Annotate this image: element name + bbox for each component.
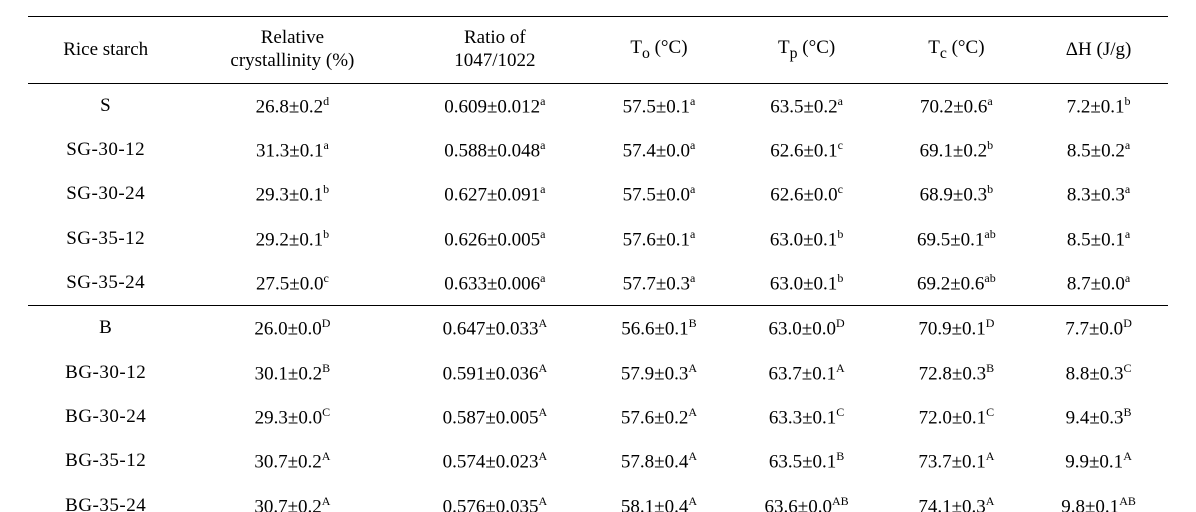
cell-to: 58.1±0.4A [588,484,729,512]
cell-tc: 73.7±0.1A [884,439,1030,483]
cell-dh: 8.8±0.3C [1029,351,1168,395]
table-row: BG-35-2430.7±0.2A0.576±0.035A58.1±0.4A63… [28,484,1168,512]
cell-tp: 63.0±0.1b [730,261,884,306]
cell-tp: 62.6±0.1c [730,128,884,172]
cell-tc: 70.9±0.1D [884,306,1030,351]
cell-tp: 63.5±0.2a [730,83,884,128]
cell-rel-cryst: 29.3±0.1b [183,172,401,216]
table-row: S26.8±0.2d0.609±0.012a57.5±0.1a63.5±0.2a… [28,83,1168,128]
col-rice-starch: Rice starch [28,17,183,84]
col-tc: Tc (°C) [884,17,1030,84]
cell-name: SG-35-12 [28,217,183,261]
cell-tc: 68.9±0.3b [884,172,1030,216]
table-row: SG-30-2429.3±0.1b0.627±0.091a57.5±0.0a62… [28,172,1168,216]
cell-tc: 69.1±0.2b [884,128,1030,172]
cell-dh: 8.3±0.3a [1029,172,1168,216]
table-row: BG-30-1230.1±0.2B0.591±0.036A57.9±0.3A63… [28,351,1168,395]
cell-dh: 8.5±0.2a [1029,128,1168,172]
cell-name: SG-30-24 [28,172,183,216]
cell-tp: 63.5±0.1B [730,439,884,483]
cell-tc: 74.1±0.3A [884,484,1030,512]
cell-dh: 8.5±0.1a [1029,217,1168,261]
col-ratio: Ratio of 1047/1022 [401,17,588,84]
cell-name: SG-30-12 [28,128,183,172]
cell-tp: 63.0±0.0D [730,306,884,351]
cell-dh: 9.4±0.3B [1029,395,1168,439]
cell-dh: 8.7±0.0a [1029,261,1168,306]
cell-tp: 63.6±0.0AB [730,484,884,512]
cell-tc: 69.5±0.1ab [884,217,1030,261]
table-body: S26.8±0.2d0.609±0.012a57.5±0.1a63.5±0.2a… [28,83,1168,512]
col-tp: Tp (°C) [730,17,884,84]
col-to: To (°C) [588,17,729,84]
cell-tp: 63.0±0.1b [730,217,884,261]
cell-rel-cryst: 30.7±0.2A [183,484,401,512]
cell-to: 57.9±0.3A [588,351,729,395]
data-table: Rice starch Relative crystallinity (%) R… [28,16,1168,512]
cell-to: 57.7±0.3a [588,261,729,306]
table-container: Rice starch Relative crystallinity (%) R… [0,0,1196,512]
cell-ratio: 0.576±0.035A [401,484,588,512]
table-row: BG-30-2429.3±0.0C0.587±0.005A57.6±0.2A63… [28,395,1168,439]
cell-rel-cryst: 29.2±0.1b [183,217,401,261]
cell-rel-cryst: 29.3±0.0C [183,395,401,439]
cell-to: 57.4±0.0a [588,128,729,172]
cell-to: 56.6±0.1B [588,306,729,351]
cell-tp: 62.6±0.0c [730,172,884,216]
cell-ratio: 0.587±0.005A [401,395,588,439]
cell-tc: 70.2±0.6a [884,83,1030,128]
cell-tc: 69.2±0.6ab [884,261,1030,306]
cell-to: 57.6±0.1a [588,217,729,261]
cell-dh: 9.8±0.1AB [1029,484,1168,512]
cell-name: BG-35-24 [28,484,183,512]
header-row: Rice starch Relative crystallinity (%) R… [28,17,1168,84]
cell-name: BG-30-24 [28,395,183,439]
cell-rel-cryst: 31.3±0.1a [183,128,401,172]
table-row: SG-35-2427.5±0.0c0.633±0.006a57.7±0.3a63… [28,261,1168,306]
cell-name: BG-30-12 [28,351,183,395]
cell-ratio: 0.591±0.036A [401,351,588,395]
cell-ratio: 0.574±0.023A [401,439,588,483]
cell-ratio: 0.626±0.005a [401,217,588,261]
cell-rel-cryst: 26.0±0.0D [183,306,401,351]
cell-tc: 72.0±0.1C [884,395,1030,439]
cell-name: B [28,306,183,351]
cell-name: S [28,83,183,128]
cell-ratio: 0.609±0.012a [401,83,588,128]
cell-to: 57.6±0.2A [588,395,729,439]
cell-ratio: 0.588±0.048a [401,128,588,172]
table-row: SG-30-1231.3±0.1a0.588±0.048a57.4±0.0a62… [28,128,1168,172]
cell-rel-cryst: 30.1±0.2B [183,351,401,395]
cell-rel-cryst: 27.5±0.0c [183,261,401,306]
cell-rel-cryst: 30.7±0.2A [183,439,401,483]
cell-name: BG-35-12 [28,439,183,483]
cell-dh: 9.9±0.1A [1029,439,1168,483]
col-rel-cryst: Relative crystallinity (%) [183,17,401,84]
cell-dh: 7.2±0.1b [1029,83,1168,128]
cell-name: SG-35-24 [28,261,183,306]
cell-tp: 63.3±0.1C [730,395,884,439]
cell-to: 57.5±0.1a [588,83,729,128]
cell-tc: 72.8±0.3B [884,351,1030,395]
cell-to: 57.8±0.4A [588,439,729,483]
cell-rel-cryst: 26.8±0.2d [183,83,401,128]
cell-ratio: 0.647±0.033A [401,306,588,351]
cell-ratio: 0.633±0.006a [401,261,588,306]
cell-ratio: 0.627±0.091a [401,172,588,216]
cell-tp: 63.7±0.1A [730,351,884,395]
table-row: BG-35-1230.7±0.2A0.574±0.023A57.8±0.4A63… [28,439,1168,483]
cell-to: 57.5±0.0a [588,172,729,216]
cell-dh: 7.7±0.0D [1029,306,1168,351]
col-dh: ΔH (J/g) [1029,17,1168,84]
table-row: B26.0±0.0D0.647±0.033A56.6±0.1B63.0±0.0D… [28,306,1168,351]
table-row: SG-35-1229.2±0.1b0.626±0.005a57.6±0.1a63… [28,217,1168,261]
